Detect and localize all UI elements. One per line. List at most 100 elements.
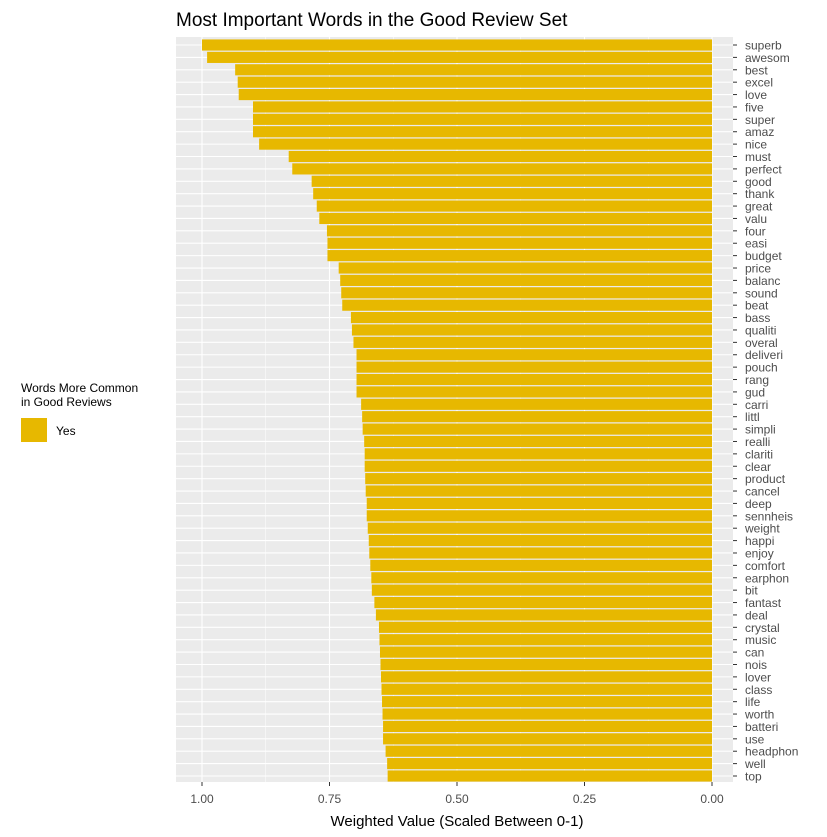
bar-amaz [253, 126, 712, 138]
y-tick-label: littl [745, 410, 760, 424]
bar-simpli [362, 423, 712, 435]
bar-class [381, 683, 712, 695]
y-tick-label: qualiti [745, 323, 776, 337]
y-tick-label: best [745, 63, 768, 77]
y-tick-label: four [745, 224, 766, 238]
bar-beat [342, 299, 712, 311]
bar-must [288, 150, 712, 163]
y-tick-label: deal [745, 608, 768, 622]
y-tick-label: beat [745, 299, 769, 313]
y-tick-label: music [745, 633, 776, 647]
bar-cancel [365, 485, 712, 497]
bar-easi [327, 237, 712, 249]
y-tick-label: sound [745, 286, 778, 300]
y-tick-label: must [745, 150, 772, 164]
legend: Words More Common in Good Reviews Yes [21, 381, 138, 442]
bar-pouch [356, 361, 712, 373]
bar-best [235, 64, 712, 76]
y-tick-label: balanc [745, 274, 780, 288]
y-tick-label: easi [745, 237, 767, 251]
bar-deep [366, 497, 712, 509]
bar-top [387, 770, 712, 782]
y-tick-label: nois [745, 658, 767, 672]
bar-realli [364, 435, 712, 448]
bar-happi [368, 535, 712, 547]
y-tick-label: cancel [745, 485, 780, 499]
y-tick-label: bass [745, 311, 770, 325]
y-tick-label: class [745, 683, 772, 697]
bar-well [387, 758, 712, 770]
y-tick-label: deliveri [745, 348, 783, 362]
y-tick-label: carri [745, 398, 768, 412]
y-tick-label: good [745, 175, 772, 189]
bar-product [365, 473, 712, 485]
bar-gud [356, 386, 712, 398]
y-tick-label: clear [745, 460, 771, 474]
bar-thank [313, 188, 712, 200]
bar-deliveri [356, 349, 712, 361]
y-tick-label: budget [745, 249, 782, 263]
y-tick-label: great [745, 200, 773, 214]
y-tick-label: pouch [745, 361, 778, 375]
y-tick-label: rang [745, 373, 769, 387]
y-tick-label: thank [745, 187, 775, 201]
bar-comfort [370, 559, 712, 571]
y-tick-label: top [745, 770, 762, 784]
y-tick-label: excel [745, 76, 773, 90]
bar-valu [319, 212, 712, 225]
y-tick-label: sennheis [745, 509, 793, 523]
bar-earphon [371, 572, 712, 584]
bar-excel [237, 76, 712, 88]
bar-four [326, 225, 712, 237]
y-tick-label: love [745, 88, 767, 102]
y-tick-label: deep [745, 497, 772, 511]
y-tick-label: super [745, 113, 775, 127]
bar-sennheis [366, 510, 712, 522]
chart-title: Most Important Words in the Good Review … [176, 10, 568, 31]
y-tick-label: gud [745, 385, 765, 399]
bar-awesom [207, 51, 712, 63]
y-tick-label: awesom [745, 51, 790, 65]
x-tick-label: 0.00 [700, 792, 724, 806]
y-tick-label: well [744, 757, 766, 771]
y-axis-ticks: superbawesombestexcellovefivesuperamazni… [733, 39, 798, 784]
y-tick-label: weight [744, 522, 780, 536]
bar-rang [356, 373, 712, 386]
y-tick-label: can [745, 646, 764, 660]
bar-bass [350, 312, 712, 324]
y-tick-label: price [745, 262, 771, 276]
bar-price [338, 262, 712, 274]
x-axis-label: Weighted Value (Scaled Between 0-1) [331, 813, 584, 830]
bar-budget [327, 250, 712, 262]
y-tick-label: clariti [745, 447, 773, 461]
y-tick-label: comfort [745, 559, 786, 573]
legend-swatch-yes [21, 418, 47, 442]
y-tick-label: nice [745, 138, 767, 152]
y-tick-label: overal [745, 336, 778, 350]
bar-five [253, 101, 712, 113]
legend-title-line-2: in Good Reviews [21, 395, 112, 409]
y-tick-label: realli [745, 435, 770, 449]
legend-title-line-1: Words More Common [21, 381, 138, 395]
bar-fantast [374, 596, 712, 609]
y-tick-label: simpli [745, 423, 776, 437]
bar-worth [382, 708, 712, 720]
bar-bit [371, 584, 712, 596]
y-tick-label: crystal [745, 621, 780, 635]
bar-weight [367, 522, 712, 534]
y-tick-label: batteri [745, 720, 778, 734]
bar-life [382, 696, 712, 708]
bar-qualiti [351, 324, 712, 336]
x-axis-ticks: 1.00 0.75 0.50 0.25 0.00 [190, 782, 724, 806]
bar-overal [353, 336, 712, 348]
bar-littl [362, 411, 712, 423]
bars [202, 39, 712, 782]
bar-perfect [292, 163, 712, 175]
bar-nois [380, 658, 712, 671]
y-tick-label: earphon [745, 571, 789, 585]
bar-clear [364, 460, 712, 472]
y-tick-label: valu [745, 212, 767, 226]
bar-superb [202, 39, 712, 51]
y-tick-label: fantast [745, 596, 782, 610]
